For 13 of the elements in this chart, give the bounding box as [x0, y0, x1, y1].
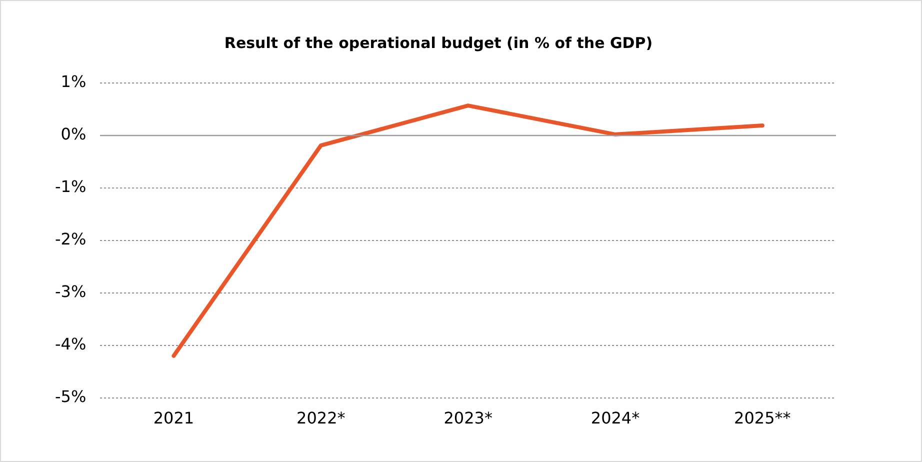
y-tick-label: -5%	[55, 386, 86, 406]
y-tick-label: 1%	[60, 72, 86, 92]
x-tick-label: 2025**	[734, 408, 791, 428]
y-tick-label: -1%	[55, 177, 86, 196]
y-tick-label: 0%	[60, 124, 86, 144]
chart-title: Result of the operational budget (in % of the GDP)	[224, 34, 653, 52]
x-tick-label: 2023*	[444, 408, 492, 428]
x-tick-label: 2021	[153, 408, 194, 428]
y-tick-label: -3%	[55, 282, 86, 302]
y-tick-label: -2%	[55, 230, 86, 249]
x-tick-label: 2022*	[296, 408, 346, 428]
x-tick-label: 2024*	[590, 408, 640, 428]
y-tick-label: -4%	[55, 334, 86, 354]
